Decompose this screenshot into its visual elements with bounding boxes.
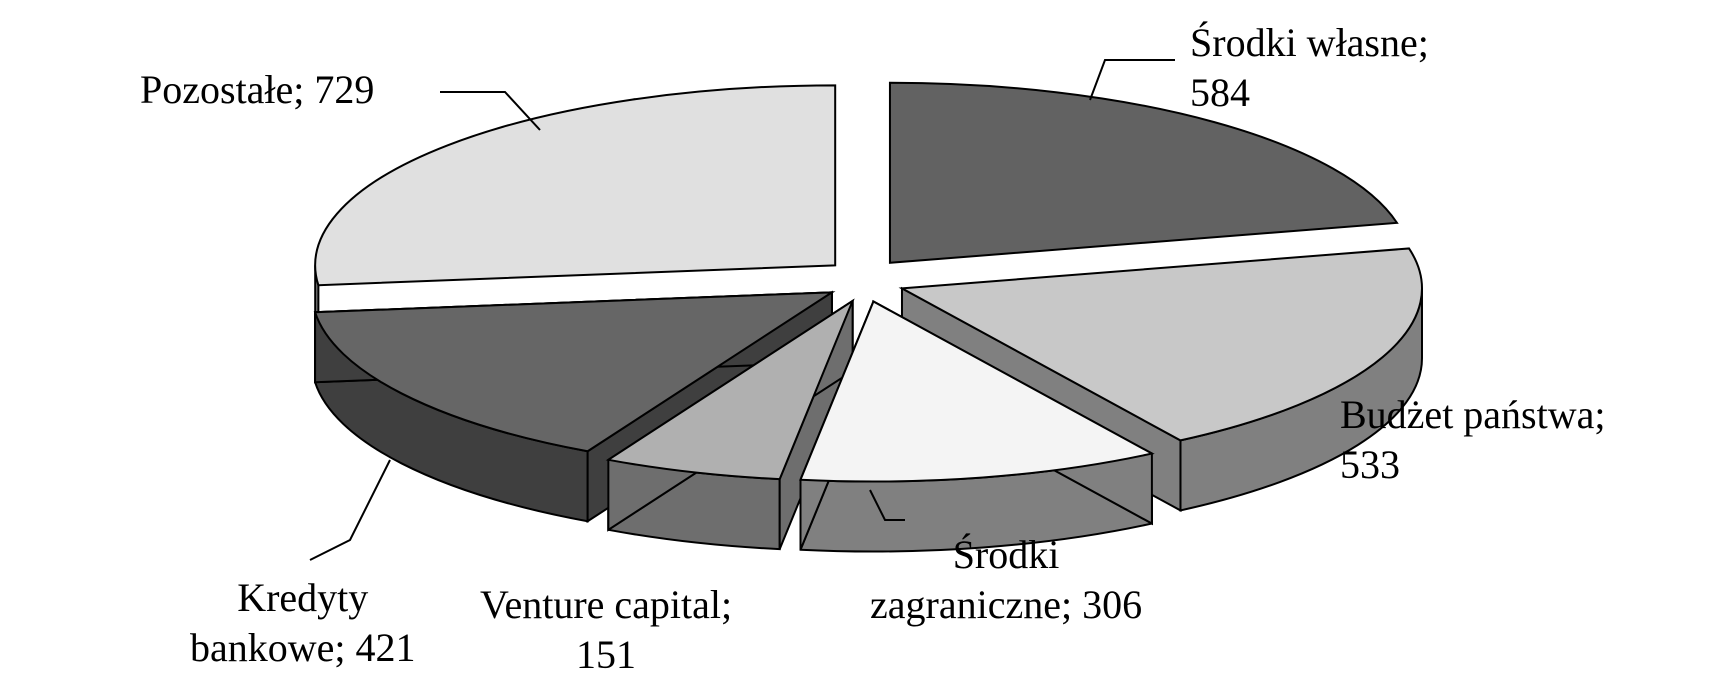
pie-slice-label: Środki zagraniczne; 306 bbox=[870, 530, 1142, 630]
leader-line bbox=[1090, 60, 1175, 100]
pie-slice-label: Kredyty bankowe; 421 bbox=[190, 573, 416, 673]
pie-slice-label: Pozostałe; 729 bbox=[140, 65, 374, 115]
pie-slice-top bbox=[315, 85, 835, 285]
pie-slice-label: Venture capital; 151 bbox=[480, 580, 732, 680]
pie-slice-label: Środki własne; 584 bbox=[1190, 18, 1429, 118]
leader-line bbox=[310, 460, 390, 560]
pie-slice-label: Budżet państwa; 533 bbox=[1340, 390, 1606, 490]
